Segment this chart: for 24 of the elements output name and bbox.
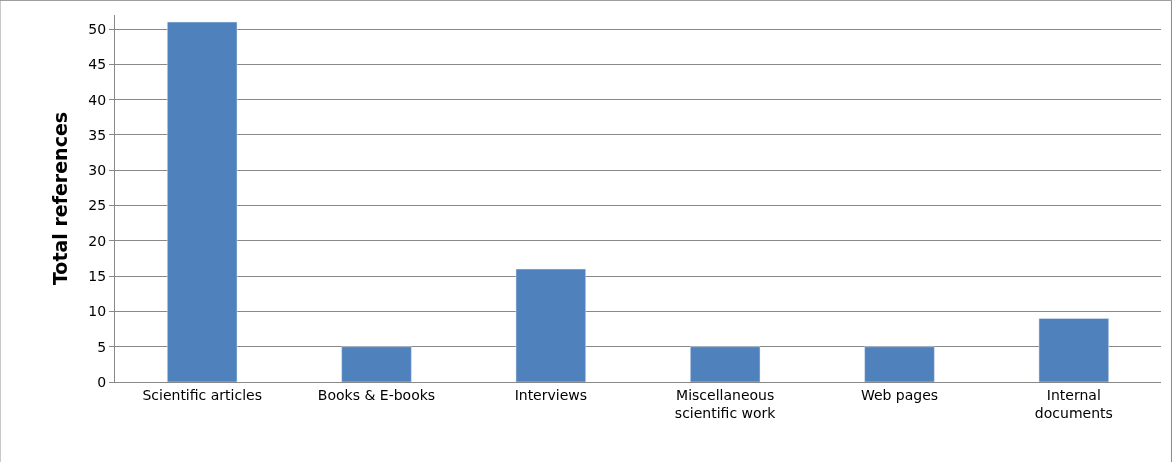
y-tick-label: 0 bbox=[97, 373, 107, 390]
y-tick-label: 10 bbox=[88, 303, 107, 320]
y-tick-label: 45 bbox=[88, 56, 107, 73]
x-tick-label: Books & E-books bbox=[317, 386, 436, 403]
bar bbox=[1038, 318, 1109, 382]
bar bbox=[341, 346, 412, 382]
y-tick-label: 25 bbox=[88, 197, 107, 214]
x-tick-label: Internal documents bbox=[1034, 386, 1113, 421]
x-tick-label: Scientific articles bbox=[142, 386, 262, 403]
x-tick-label: Web pages bbox=[860, 386, 939, 403]
y-tick-label: 40 bbox=[88, 91, 107, 108]
y-tick-label: 5 bbox=[97, 338, 107, 355]
y-tick-label: 30 bbox=[88, 162, 107, 179]
bar bbox=[167, 21, 238, 382]
y-axis-title: Total references bbox=[49, 111, 72, 286]
y-tick-label: 20 bbox=[88, 232, 107, 249]
y-tick-label: 35 bbox=[88, 126, 107, 143]
bar bbox=[690, 346, 761, 382]
y-tick-label: 15 bbox=[88, 268, 107, 285]
bar bbox=[515, 268, 586, 382]
bar bbox=[864, 346, 935, 382]
x-tick-label: Interviews bbox=[514, 386, 588, 403]
x-tick-label: Miscellaneous scientific work bbox=[674, 386, 777, 421]
y-tick-label: 50 bbox=[88, 21, 107, 38]
